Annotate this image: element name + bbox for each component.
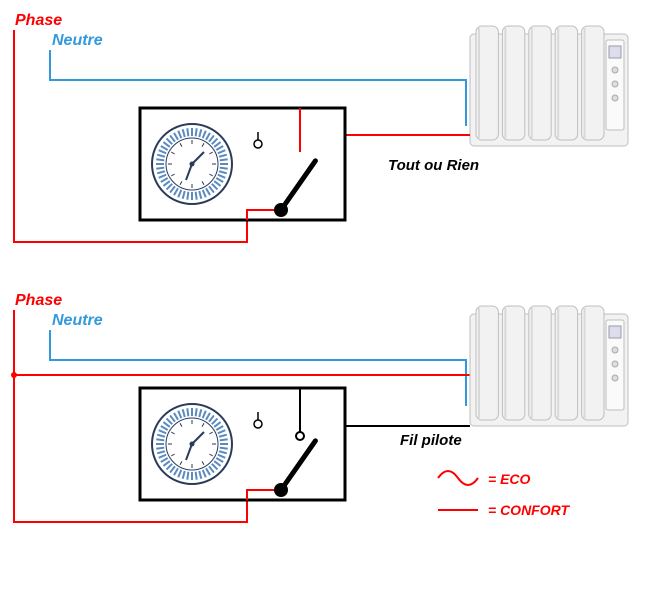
wiring-diagram: Phase Neutre Tout ou Rien Phase Neutre Fil pi… [0,0,650,600]
timer-module [140,388,345,500]
neutral-label: Neutre [52,312,103,329]
radiator [470,306,628,426]
radiator [470,26,628,146]
phase-label: Phase [15,292,62,309]
legend-confort: = CONFORT [488,502,570,518]
phase-label: Phase [15,12,62,29]
mode-label: Fil pilote [400,432,462,449]
neutral-label: Neutre [52,32,103,49]
legend-eco: = ECO [488,471,531,487]
eco-wave-icon [438,471,478,485]
timer-module [140,108,345,220]
mode-label: Tout ou Rien [388,157,479,174]
